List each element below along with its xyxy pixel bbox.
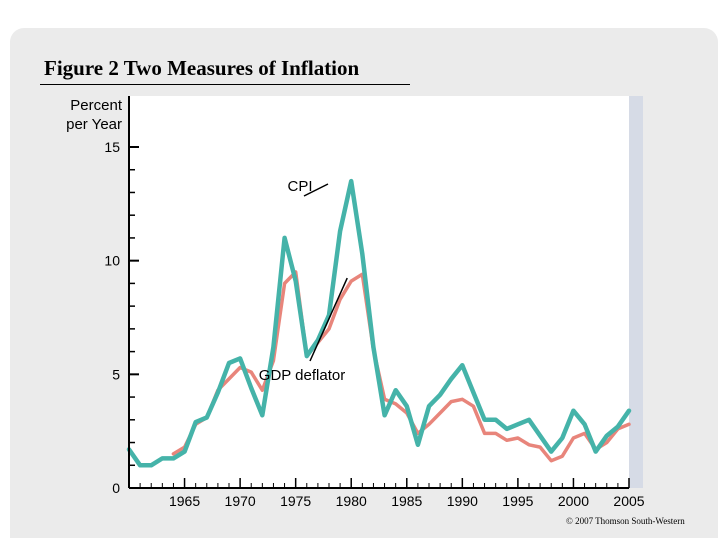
title-rule bbox=[40, 84, 410, 85]
copyright-notice: © 2007 Thomson South-Western bbox=[566, 516, 685, 526]
x-tick-label-2005: 2005 bbox=[613, 493, 644, 509]
y-axis-label-line-2: per Year bbox=[66, 116, 122, 133]
x-tick-label-1965: 1965 bbox=[169, 493, 200, 509]
cpi-annotation-label: CPI bbox=[287, 178, 312, 195]
y-tick-label-5: 5 bbox=[112, 366, 120, 382]
x-tick-label-1970: 1970 bbox=[225, 493, 256, 509]
cpi-line bbox=[126, 178, 632, 468]
gdp-deflator-annotation-leader bbox=[309, 277, 348, 362]
gdp-deflator-line bbox=[171, 270, 631, 463]
x-tick-label-1985: 1985 bbox=[391, 493, 422, 509]
y-axis-label: Percent per Year bbox=[40, 96, 122, 134]
x-tick-label-1980: 1980 bbox=[336, 493, 367, 509]
y-tick-label-10: 10 bbox=[104, 253, 120, 269]
y-tick-label-0: 0 bbox=[112, 480, 120, 496]
cpi-annotation-leader bbox=[303, 183, 329, 197]
figure-title: Figure 2 Two Measures of Inflation bbox=[44, 56, 360, 80]
x-tick-label-2000: 2000 bbox=[558, 493, 589, 509]
x-tick-label-1975: 1975 bbox=[280, 493, 311, 509]
y-tick-label-15: 15 bbox=[104, 139, 120, 155]
plot-area bbox=[129, 96, 629, 488]
y-axis-label-line-1: Percent bbox=[70, 97, 122, 114]
x-tick-label-1995: 1995 bbox=[502, 493, 533, 509]
x-tick-label-1990: 1990 bbox=[447, 493, 478, 509]
gdp-deflator-annotation-label: GDP deflator bbox=[259, 367, 345, 384]
